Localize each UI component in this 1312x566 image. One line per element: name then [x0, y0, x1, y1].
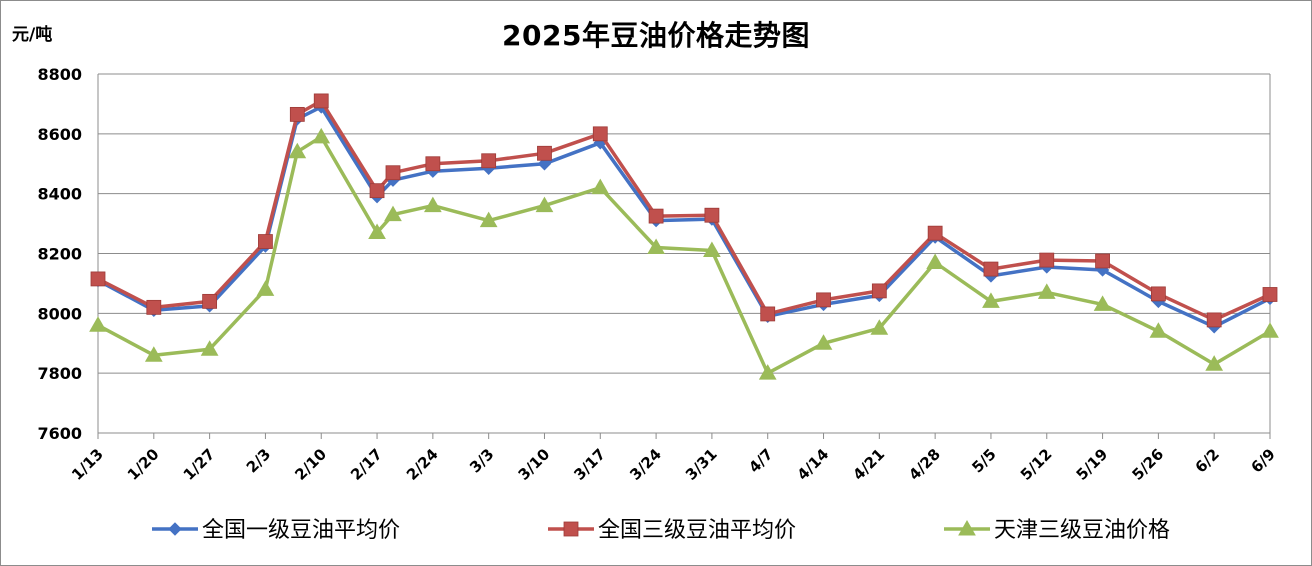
x-tick-label-3-3: 3/3 [466, 445, 497, 476]
series-1-point-9 [481, 153, 497, 169]
series-2-point-2 [200, 340, 219, 356]
legend-marker-0 [168, 522, 182, 536]
y-tick-label-8000: 8000 [37, 304, 82, 323]
legend-marker-2 [958, 519, 976, 536]
legend-label-0: 全国一级豆油平均价 [202, 518, 400, 543]
y-axis-unit-label: 元/吨 [12, 25, 53, 45]
series-2-point-12 [647, 238, 665, 255]
series-2-point-17 [926, 253, 945, 269]
x-tick-label-5-5: 5/5 [968, 445, 999, 476]
series-1-point-19 [1039, 252, 1055, 268]
series-2-point-1 [144, 346, 163, 362]
x-tick-label-3-24: 3/24 [626, 445, 665, 484]
series-2-point-11 [591, 178, 610, 195]
series-2-point-21 [1149, 322, 1168, 338]
series-2-point-9 [479, 211, 498, 228]
x-tick-label-5-26: 5/26 [1128, 445, 1167, 484]
series-2-point-20 [1093, 295, 1112, 311]
series-2-point-0 [89, 316, 107, 332]
y-tick-label-8600: 8600 [37, 125, 82, 144]
series-line-1 [97, 99, 1271, 322]
series-1-point-22 [1206, 312, 1222, 328]
series-1-point-0 [90, 271, 106, 287]
series-2-point-15 [814, 334, 833, 350]
series-1-point-7 [385, 165, 401, 181]
x-tick-label-5-12: 5/12 [1017, 445, 1056, 484]
series-1-point-20 [1095, 253, 1110, 269]
x-tick-label-4-21: 4/21 [849, 445, 888, 484]
series-1-point-2 [202, 293, 218, 309]
x-tick-label-2-17: 2/17 [347, 445, 386, 484]
series-1-point-14 [760, 306, 776, 322]
x-tick-label-5-19: 5/19 [1073, 445, 1112, 484]
series-2-point-16 [870, 319, 889, 335]
x-tick-label-1-27: 1/27 [180, 445, 219, 484]
series-2-point-6 [368, 223, 386, 240]
series-2-point-18 [982, 292, 1000, 308]
x-tick-label-3-31: 3/31 [682, 445, 721, 484]
series-2-point-3 [256, 280, 275, 296]
x-tick-label-3-17: 3/17 [570, 445, 609, 484]
series-1-point-17 [927, 225, 943, 241]
series-1-point-8 [425, 156, 441, 172]
x-tick-label-1-13: 1/13 [68, 445, 107, 484]
series-2-point-14 [758, 364, 777, 380]
x-tick-label-4-7: 4/7 [745, 445, 776, 476]
series-1-point-10 [537, 145, 552, 161]
legend-label-1: 全国三级豆油平均价 [598, 518, 796, 543]
y-tick-label-8800: 8800 [37, 65, 82, 84]
series-1-point-21 [1150, 286, 1166, 302]
y-tick-label-8200: 8200 [37, 245, 82, 264]
series-2-point-8 [423, 196, 442, 213]
x-tick-label-6-9: 6/9 [1247, 445, 1278, 476]
y-tick-label-7600: 7600 [37, 424, 82, 443]
series-2-point-19 [1037, 283, 1056, 299]
series-1-point-15 [816, 292, 831, 308]
series-1-point-5 [313, 93, 329, 109]
series-1-point-16 [871, 283, 887, 299]
x-tick-label-4-14: 4/14 [794, 445, 833, 484]
series-2-point-13 [703, 241, 721, 258]
series-2-point-10 [535, 196, 554, 213]
series-line-2 [97, 135, 1271, 375]
legend-marker-1 [563, 521, 579, 537]
series-1-point-3 [258, 234, 273, 249]
y-tick-label-7800: 7800 [37, 364, 82, 383]
series-2-point-5 [312, 127, 331, 144]
legend-label-2: 天津三级豆油价格 [994, 518, 1170, 543]
series-1-point-6 [369, 183, 385, 199]
series-2-point-22 [1205, 355, 1224, 371]
x-tick-label-6-2: 6/2 [1192, 445, 1223, 476]
series-1-point-11 [592, 126, 608, 142]
x-tick-label-2-3: 2/3 [243, 445, 274, 476]
y-tick-label-8400: 8400 [37, 185, 82, 204]
series-1-point-4 [289, 106, 305, 122]
chart-title: 2025年豆油价格走势图 [502, 19, 810, 52]
x-tick-label-3-10: 3/10 [515, 445, 554, 484]
series-0-point-10 [537, 157, 552, 171]
series-1-point-23 [1262, 287, 1278, 302]
series-1-point-12 [648, 208, 664, 224]
x-tick-label-4-28: 4/28 [905, 445, 944, 484]
series-1-point-13 [704, 207, 720, 223]
series-2-point-4 [288, 142, 307, 159]
x-tick-label-2-24: 2/24 [403, 445, 442, 484]
series-1-point-1 [146, 299, 162, 315]
x-tick-label-2-10: 2/10 [291, 445, 330, 484]
series-1-point-18 [983, 261, 999, 277]
series-2-point-23 [1261, 322, 1279, 338]
x-tick-label-1-20: 1/20 [124, 445, 163, 484]
series-2-point-7 [384, 205, 402, 222]
